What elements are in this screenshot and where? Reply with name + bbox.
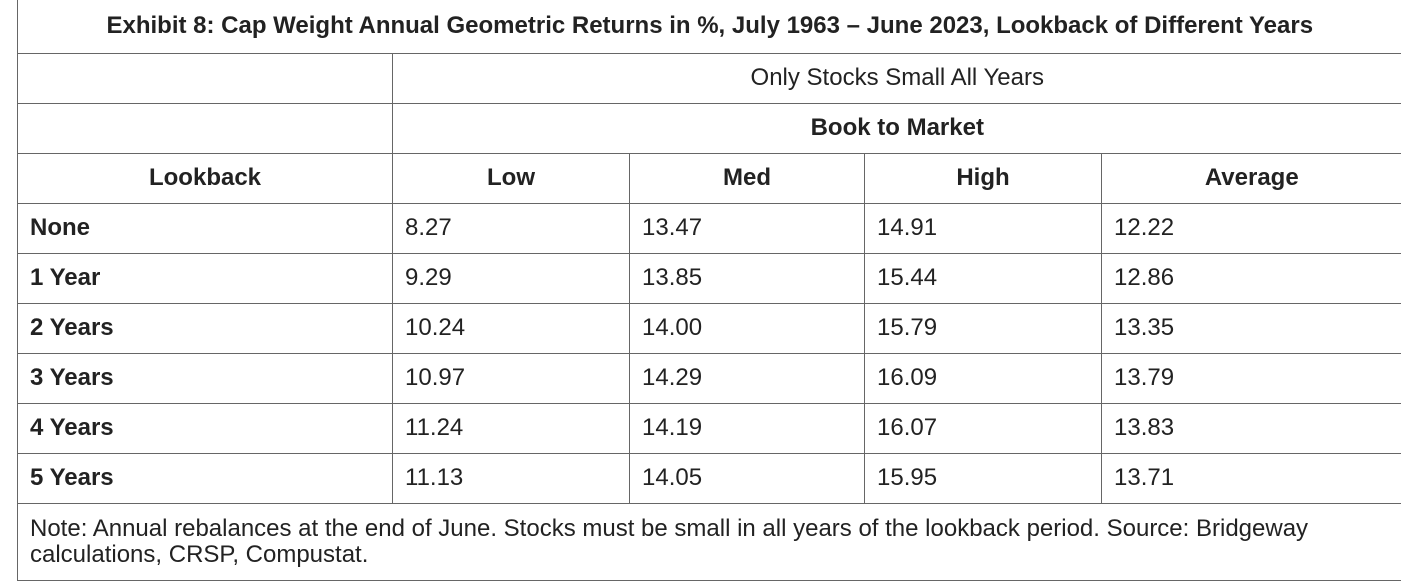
data-row: 2 Years 10.24 14.00 15.79 13.35 bbox=[17, 302, 1401, 354]
title-row: Exhibit 8: Cap Weight Annual Geometric R… bbox=[16, 0, 1401, 54]
column-header: Average bbox=[1100, 152, 1401, 204]
subgroup-label: Book to Market bbox=[391, 102, 1401, 154]
group-label: Only Stocks Small All Years bbox=[391, 52, 1401, 104]
row-label: 1 Year bbox=[17, 252, 393, 304]
value-cell: 14.05 bbox=[629, 452, 865, 504]
value-cell: 10.24 bbox=[392, 302, 630, 354]
column-header: Low bbox=[392, 152, 630, 204]
note: Note: Annual rebalances at the end of Ju… bbox=[16, 502, 1401, 581]
value-cell: 16.09 bbox=[864, 352, 1102, 404]
data-row: 3 Years 10.97 14.29 16.09 13.79 bbox=[17, 352, 1401, 404]
value-cell: 16.07 bbox=[864, 402, 1102, 454]
value-cell: 14.19 bbox=[629, 402, 865, 454]
value-cell: 8.27 bbox=[392, 202, 630, 254]
value-cell: 11.24 bbox=[392, 402, 630, 454]
value-cell: 12.86 bbox=[1100, 252, 1401, 304]
value-cell: 14.00 bbox=[629, 302, 865, 354]
value-cell: 14.91 bbox=[864, 202, 1102, 254]
value-cell: 13.85 bbox=[629, 252, 865, 304]
subgroup-row: Book to Market bbox=[17, 102, 1401, 154]
value-cell: 13.79 bbox=[1100, 352, 1401, 404]
group-row: Only Stocks Small All Years bbox=[17, 52, 1401, 104]
column-header: Med bbox=[629, 152, 865, 204]
value-cell: 9.29 bbox=[392, 252, 630, 304]
data-row: 4 Years 11.24 14.19 16.07 13.83 bbox=[17, 402, 1401, 454]
row-label: 2 Years bbox=[17, 302, 393, 354]
value-cell: 13.71 bbox=[1100, 452, 1401, 504]
column-header: High bbox=[864, 152, 1102, 204]
returns-table: Exhibit 8: Cap Weight Annual Geometric R… bbox=[16, 0, 1401, 581]
value-cell: 13.47 bbox=[629, 202, 865, 254]
value-cell: 14.29 bbox=[629, 352, 865, 404]
blank-cell bbox=[17, 102, 393, 154]
row-label: None bbox=[17, 202, 393, 254]
row-label: 5 Years bbox=[17, 452, 393, 504]
value-cell: 10.97 bbox=[392, 352, 630, 404]
column-header: Lookback bbox=[17, 152, 393, 204]
header-row: Lookback Low Med High Average bbox=[17, 152, 1401, 204]
value-cell: 11.13 bbox=[392, 452, 630, 504]
value-cell: 12.22 bbox=[1100, 202, 1401, 254]
value-cell: 15.79 bbox=[864, 302, 1102, 354]
data-row: None 8.27 13.47 14.91 12.22 bbox=[17, 202, 1401, 254]
table-body: Exhibit 8: Cap Weight Annual Geometric R… bbox=[16, 0, 1401, 581]
data-row: 5 Years 11.13 14.05 15.95 13.71 bbox=[17, 452, 1401, 504]
value-cell: 13.83 bbox=[1100, 402, 1401, 454]
value-cell: 13.35 bbox=[1100, 302, 1401, 354]
data-row: 1 Year 9.29 13.85 15.44 12.86 bbox=[17, 252, 1401, 304]
note-row: Note: Annual rebalances at the end of Ju… bbox=[16, 502, 1401, 581]
blank-cell bbox=[17, 52, 393, 104]
value-cell: 15.95 bbox=[864, 452, 1102, 504]
row-label: 4 Years bbox=[17, 402, 393, 454]
row-label: 3 Years bbox=[17, 352, 393, 404]
table-title: Exhibit 8: Cap Weight Annual Geometric R… bbox=[16, 0, 1401, 54]
value-cell: 15.44 bbox=[864, 252, 1102, 304]
